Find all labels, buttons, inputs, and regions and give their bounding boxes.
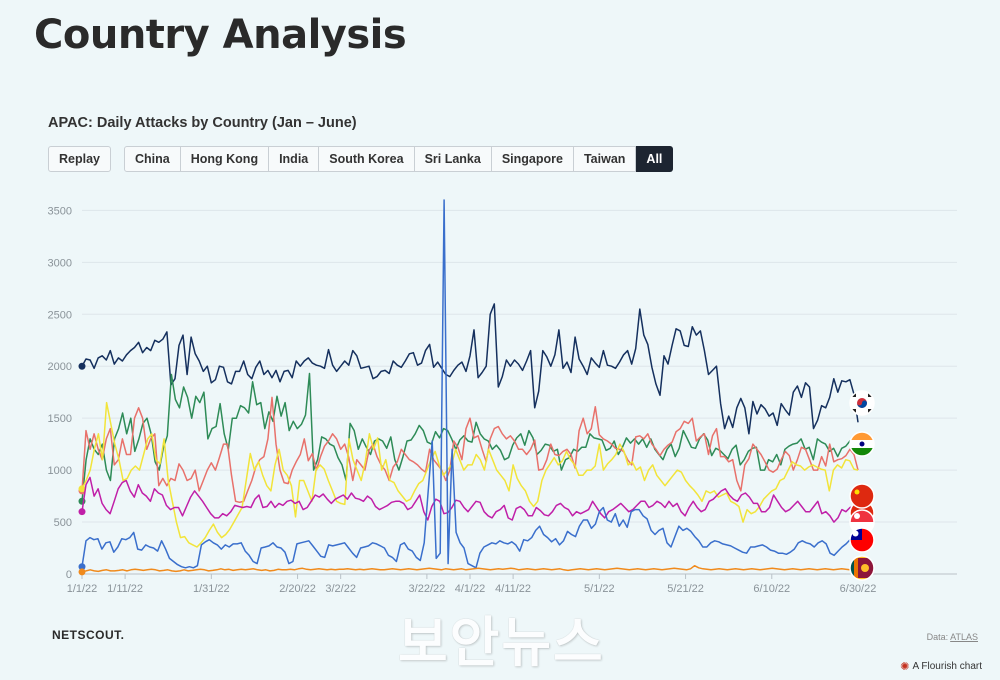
filter-taiwan[interactable]: Taiwan [573,146,637,172]
series-line-hong-kong [81,401,859,548]
flourish-credit[interactable]: ✺ A Flourish chart [900,660,982,673]
series-start-dot-taiwan [78,563,86,571]
filter-sri-lanka[interactable]: Sri Lanka [414,146,492,172]
x-tick-label: 6/10/22 [753,583,790,595]
line-chart: 0 500 1000 1500 2000 2500 3000 3500 1/1/22 1/11/2… [48,199,957,595]
watermark: 보안뉴스 [398,611,605,674]
data-source-label: Data: [926,632,951,642]
x-tick-label: 1/31/22 [193,583,230,595]
x-tick-label: 1/1/22 [67,583,98,595]
y-tick-label: 2500 [48,309,72,321]
series-line-taiwan [81,199,859,569]
country-filter-group: China Hong Kong India South Korea Sri Lanka S… [124,146,674,172]
y-tick-label: 0 [66,569,72,581]
series-start-dot-south-korea [78,362,86,370]
y-tick-label: 1500 [48,413,72,425]
series-line-india [81,372,859,502]
filter-china[interactable]: China [124,146,181,172]
x-tick-label: 5/1/22 [584,583,615,595]
series-start-dot-hong-kong [78,485,86,493]
series-line-china [81,396,859,504]
x-tick-label: 5/21/22 [667,583,704,595]
x-tick-label: 4/1/22 [455,583,486,595]
filter-india[interactable]: India [269,146,320,172]
filter-south-korea[interactable]: South Korea [319,146,415,172]
filter-all[interactable]: All [636,146,674,172]
sri-lanka-flag-icon [849,555,875,581]
x-tick-label: 2/20/22 [279,583,316,595]
x-tick-label: 3/2/22 [325,583,356,595]
china-flag-icon [849,483,875,509]
replay-button[interactable]: Replay [48,146,111,172]
series-line-sri-lanka [81,564,859,573]
filter-hong-kong[interactable]: Hong Kong [180,146,270,172]
series-line-singapore [81,476,859,523]
atlas-link[interactable]: ATLAS [950,632,978,642]
y-tick-label: 2000 [48,361,72,373]
series-start-dot-singapore [78,508,86,516]
netscout-logo: NETSCOUT. [52,628,125,642]
x-tick-label: 6/30/22 [840,583,877,595]
x-tick-label: 3/22/22 [409,583,446,595]
filter-singapore[interactable]: Singapore [491,146,574,172]
flourish-credit-label: A Flourish chart [912,661,982,672]
taiwan-flag-icon [849,527,875,553]
series-start-dot-sri-lanka [78,568,86,576]
y-tick-label: 1000 [48,465,72,477]
india-flag-icon [849,431,875,457]
x-tick-label: 1/11/22 [107,583,143,595]
south-korea-flag-icon [849,390,875,416]
page-title: Country Analysis [34,12,407,58]
x-tick-label: 4/11/22 [495,583,531,595]
flourish-logo-icon: ✺ [900,661,910,673]
series-line-south-korea [81,303,859,435]
y-tick-label: 3000 [48,257,72,269]
y-tick-label: 3500 [48,205,72,217]
chart-title: APAC: Daily Attacks by Country (Jan – Ju… [48,115,357,131]
y-tick-label: 500 [54,517,72,529]
data-source: Data: ATLAS [927,632,978,642]
